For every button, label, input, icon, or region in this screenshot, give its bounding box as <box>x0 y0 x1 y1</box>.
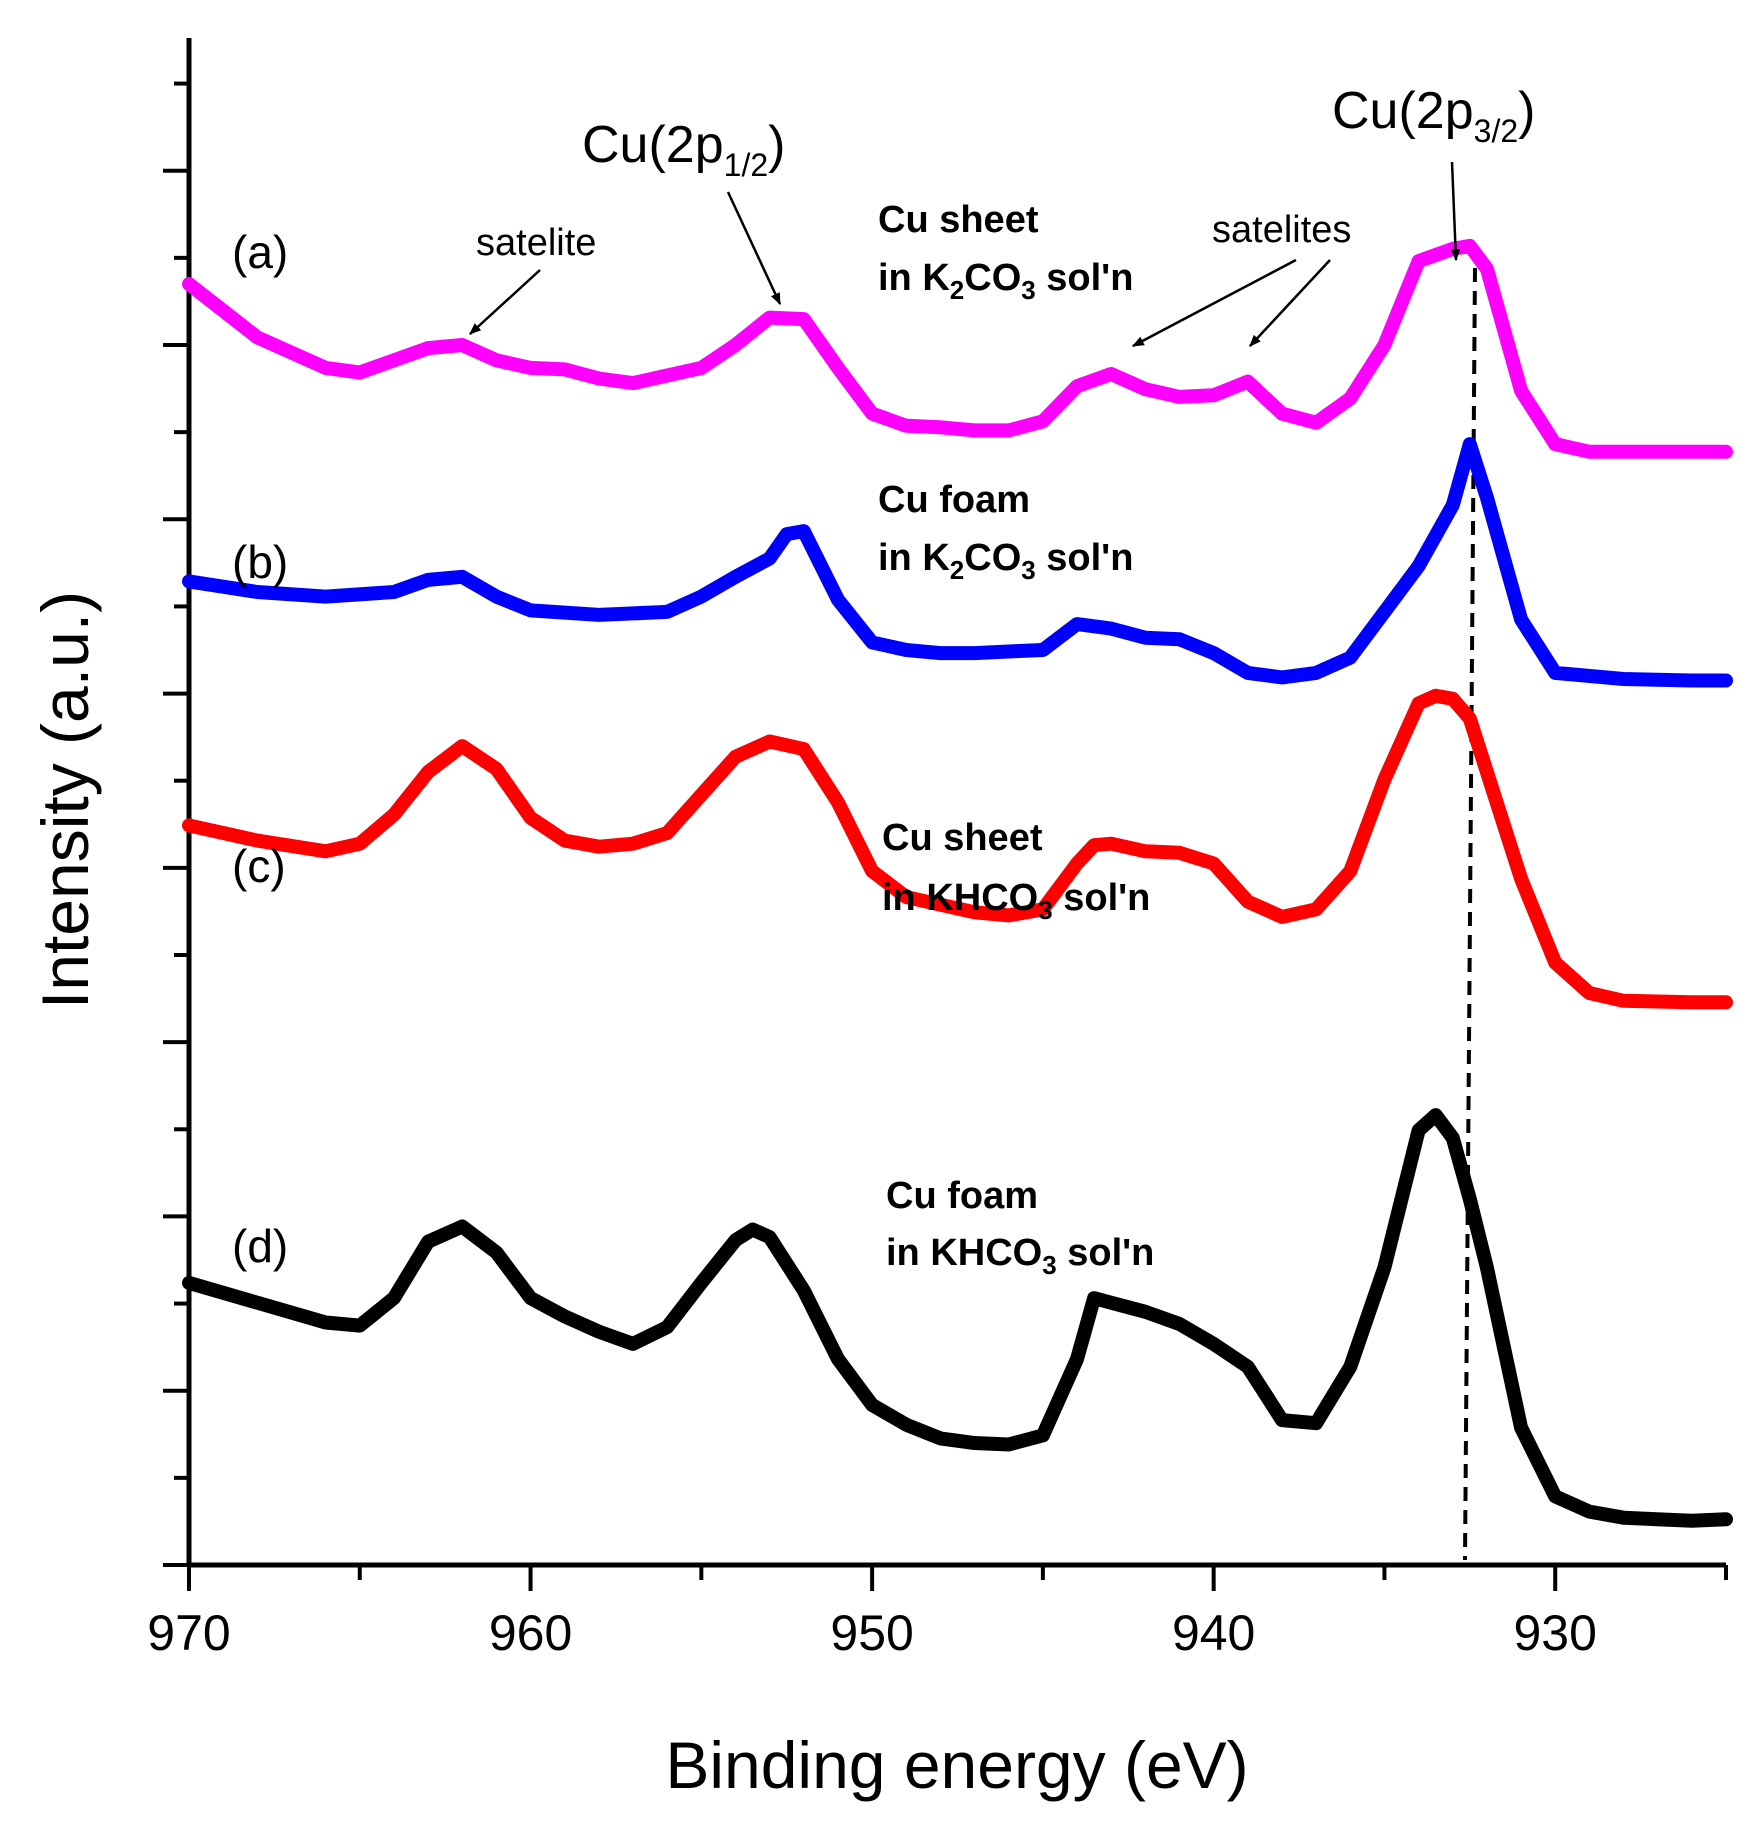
peak-label-2p32: Cu(2p3/2) <box>1332 82 1535 149</box>
series-line-b <box>182 437 1733 688</box>
series-lines <box>182 238 1733 1528</box>
arrow-satelites-1 <box>1131 258 1297 348</box>
arrow-satelites-2 <box>1249 259 1331 347</box>
cu2p32-reference-line <box>1463 267 1477 1561</box>
series-line-d <box>182 1108 1733 1528</box>
x-tick-label: 930 <box>1514 1605 1597 1661</box>
series-label-b: (b) <box>232 536 288 588</box>
series-line-c <box>182 688 1733 1010</box>
sample-solution-c: in KHCO3 sol'n <box>882 877 1150 925</box>
sample-name-c: Cu sheet <box>882 817 1043 859</box>
sample-solution-a: in K2CO3 sol'n <box>878 257 1133 305</box>
peak-label-2p12: Cu(2p1/2) <box>582 116 785 183</box>
series-line-a <box>182 238 1733 459</box>
sample-name-b: Cu foam <box>878 479 1030 521</box>
x-tick-label: 940 <box>1172 1605 1255 1661</box>
arrow-2p32 <box>1450 161 1461 262</box>
arrow-satelite <box>469 269 541 335</box>
x-tick-labels: 970 960 950 940 930 <box>147 1605 1597 1661</box>
y-axis-title: Intensity (a.u.) <box>28 591 102 1009</box>
sample-solution-b: in K2CO3 sol'n <box>878 537 1133 585</box>
series-label-c: (c) <box>232 840 286 892</box>
x-axis-ticks <box>187 1565 1728 1591</box>
x-tick-label: 960 <box>489 1605 572 1661</box>
x-tick-label: 970 <box>147 1605 230 1661</box>
series-label-d: (d) <box>232 1220 288 1272</box>
sample-solution-d: in KHCO3 sol'n <box>886 1232 1154 1280</box>
x-axis-title: Binding energy (eV) <box>665 1728 1248 1802</box>
sample-name-d: Cu foam <box>886 1175 1038 1217</box>
arrow-2p12 <box>726 191 782 306</box>
y-axis-ticks <box>163 81 189 1567</box>
sample-name-a: Cu sheet <box>878 199 1039 241</box>
series-label-a: (a) <box>232 226 288 278</box>
x-tick-label: 950 <box>830 1605 913 1661</box>
satelite-label: satelite <box>476 222 596 264</box>
satelites-label: satelites <box>1212 209 1351 251</box>
